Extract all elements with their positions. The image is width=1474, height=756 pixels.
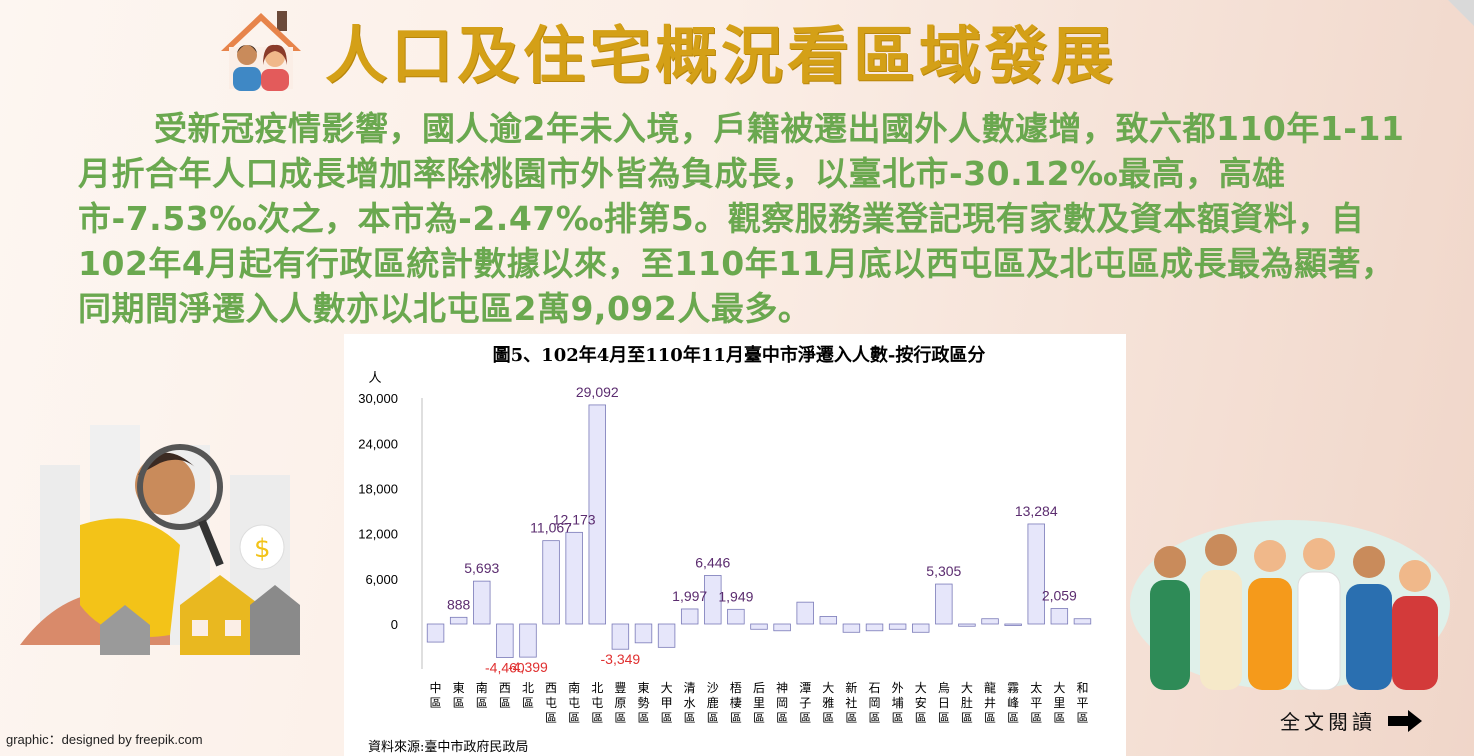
- data-label: 6,446: [695, 554, 730, 570]
- bar-烏日區: [935, 583, 953, 625]
- x-category-label: 清水區: [684, 681, 696, 725]
- chart-panel: 圖5、102年4月至110年11月臺中市淨遷入人數-按行政區分 人 888 5,6…: [344, 334, 1126, 756]
- bar-大雅區: [819, 616, 838, 625]
- chart-source: 資料來源:臺中市政府民政局: [368, 739, 528, 755]
- bar-梧棲區: [727, 608, 745, 625]
- bar-豐原區: [611, 623, 630, 650]
- data-label: 5,305: [926, 563, 961, 579]
- family-house-icon: [221, 11, 301, 91]
- y-tick-label: 6,000: [365, 572, 398, 587]
- bar-南區: [473, 580, 491, 625]
- bar-沙鹿區: [704, 575, 722, 625]
- bar-太平區: [1027, 523, 1045, 625]
- x-category-label: 西區: [499, 681, 511, 710]
- bar-東區: [449, 616, 468, 625]
- data-label: 11,067: [530, 520, 572, 536]
- data-label: 12,173: [553, 511, 596, 527]
- x-category-label: 北區: [522, 681, 534, 710]
- corner-triangle-icon: [1448, 0, 1474, 26]
- magnifier-houses-illustration: $: [20, 425, 300, 655]
- read-more-button[interactable]: 全文閱讀: [1280, 706, 1422, 735]
- x-category-label: 沙鹿區: [707, 681, 719, 725]
- bar-石岡區: [865, 623, 884, 632]
- bar-東勢區: [634, 623, 653, 644]
- x-category-label: 太平區: [1030, 680, 1042, 725]
- bar-西屯區: [542, 540, 560, 625]
- x-category-label: 北屯區: [591, 681, 603, 725]
- x-category-label: 東勢區: [637, 681, 649, 725]
- arrow-right-icon: [1388, 709, 1422, 732]
- bar-大肚區: [958, 623, 976, 627]
- x-category-label: 后里區: [753, 681, 765, 725]
- bar-龍井區: [981, 618, 999, 625]
- x-category-label: 豐原區: [614, 681, 626, 725]
- x-category-label: 西屯區: [545, 681, 557, 725]
- y-tick-label: 0: [391, 617, 398, 632]
- x-category-label: 龍井區: [984, 680, 996, 725]
- x-category-label: 梧棲區: [730, 680, 742, 725]
- bar-大安區: [912, 623, 930, 633]
- x-category-label: 烏日區: [938, 681, 950, 725]
- chart-title: 圖5、102年4月至110年11月臺中市淨遷入人數-按行政區分: [493, 344, 986, 366]
- x-category-label: 大甲區: [661, 681, 673, 725]
- data-label: 29,092: [576, 384, 619, 400]
- data-label: 1,997: [672, 588, 707, 604]
- bar-霧峰區: [1004, 623, 1022, 626]
- data-label: -4,399: [508, 659, 548, 675]
- y-axis-unit: 人: [368, 371, 381, 386]
- bar-南屯區: [565, 531, 583, 625]
- y-tick-label: 12,000: [358, 527, 398, 542]
- bar-新社區: [842, 623, 861, 633]
- x-category-label: 大肚區: [961, 681, 973, 725]
- x-category-label: 東區: [453, 681, 465, 710]
- bar-大里區: [1050, 608, 1069, 625]
- x-category-label: 大雅區: [822, 681, 834, 725]
- data-label: 1,949: [718, 588, 753, 604]
- x-category-label: 南區: [476, 680, 488, 710]
- bar-中區: [426, 623, 445, 643]
- bar-西區: [496, 623, 514, 658]
- y-tick-label: 18,000: [358, 481, 398, 496]
- read-more-label: 全文閱讀: [1280, 710, 1376, 734]
- x-category-label: 南屯區: [568, 680, 580, 725]
- happy-people-illustration: [1130, 520, 1450, 690]
- summary-text: 受新冠疫情影響，國人逾2年未入境，戶籍被遷出國外人數遽增，致六都110年1-11…: [78, 109, 1405, 328]
- bar-北屯區: [588, 404, 606, 625]
- data-label: 2,059: [1042, 587, 1077, 603]
- y-tick-label: 24,000: [358, 436, 398, 451]
- bar-潭子區: [796, 601, 814, 625]
- x-category-label: 大安區: [915, 681, 927, 725]
- x-category-label: 霧峰區: [1007, 681, 1019, 725]
- bar-北區: [519, 623, 537, 658]
- x-category-label: 石岡區: [869, 681, 881, 725]
- x-category-label: 和平區: [1076, 681, 1088, 725]
- bar-和平區: [1073, 618, 1092, 625]
- svg-text:$: $: [254, 534, 271, 564]
- bar-神岡區: [773, 623, 791, 632]
- data-label: 13,284: [1015, 503, 1058, 519]
- net-migration-bar-chart: 圖5、102年4月至110年11月臺中市淨遷入人數-按行政區分 人 888 5,6…: [358, 344, 1092, 755]
- x-category-label: 潭子區: [799, 681, 811, 725]
- bar-外埔區: [888, 623, 907, 630]
- data-label: 5,693: [464, 560, 499, 576]
- data-label: -3,349: [601, 651, 641, 667]
- x-category-label: 外埔區: [892, 681, 904, 725]
- bar-后里區: [750, 623, 768, 630]
- graphic-credit: graphic：designed by freepik.com: [6, 732, 203, 747]
- data-label: 888: [447, 596, 471, 612]
- page-title: 人口及住宅概況看區域發展: [325, 19, 1118, 92]
- bar-大甲區: [657, 623, 676, 648]
- data-label: -4,460: [485, 660, 525, 676]
- x-category-label: 中區: [430, 680, 442, 710]
- bar-清水區: [680, 608, 699, 625]
- x-category-label: 大里區: [1053, 681, 1065, 725]
- y-tick-label: 30,000: [358, 391, 398, 406]
- x-category-label: 神岡區: [776, 681, 788, 725]
- header: 人口及住宅概況看區域發展: [215, 6, 1117, 94]
- x-category-label: 新社區: [845, 680, 857, 725]
